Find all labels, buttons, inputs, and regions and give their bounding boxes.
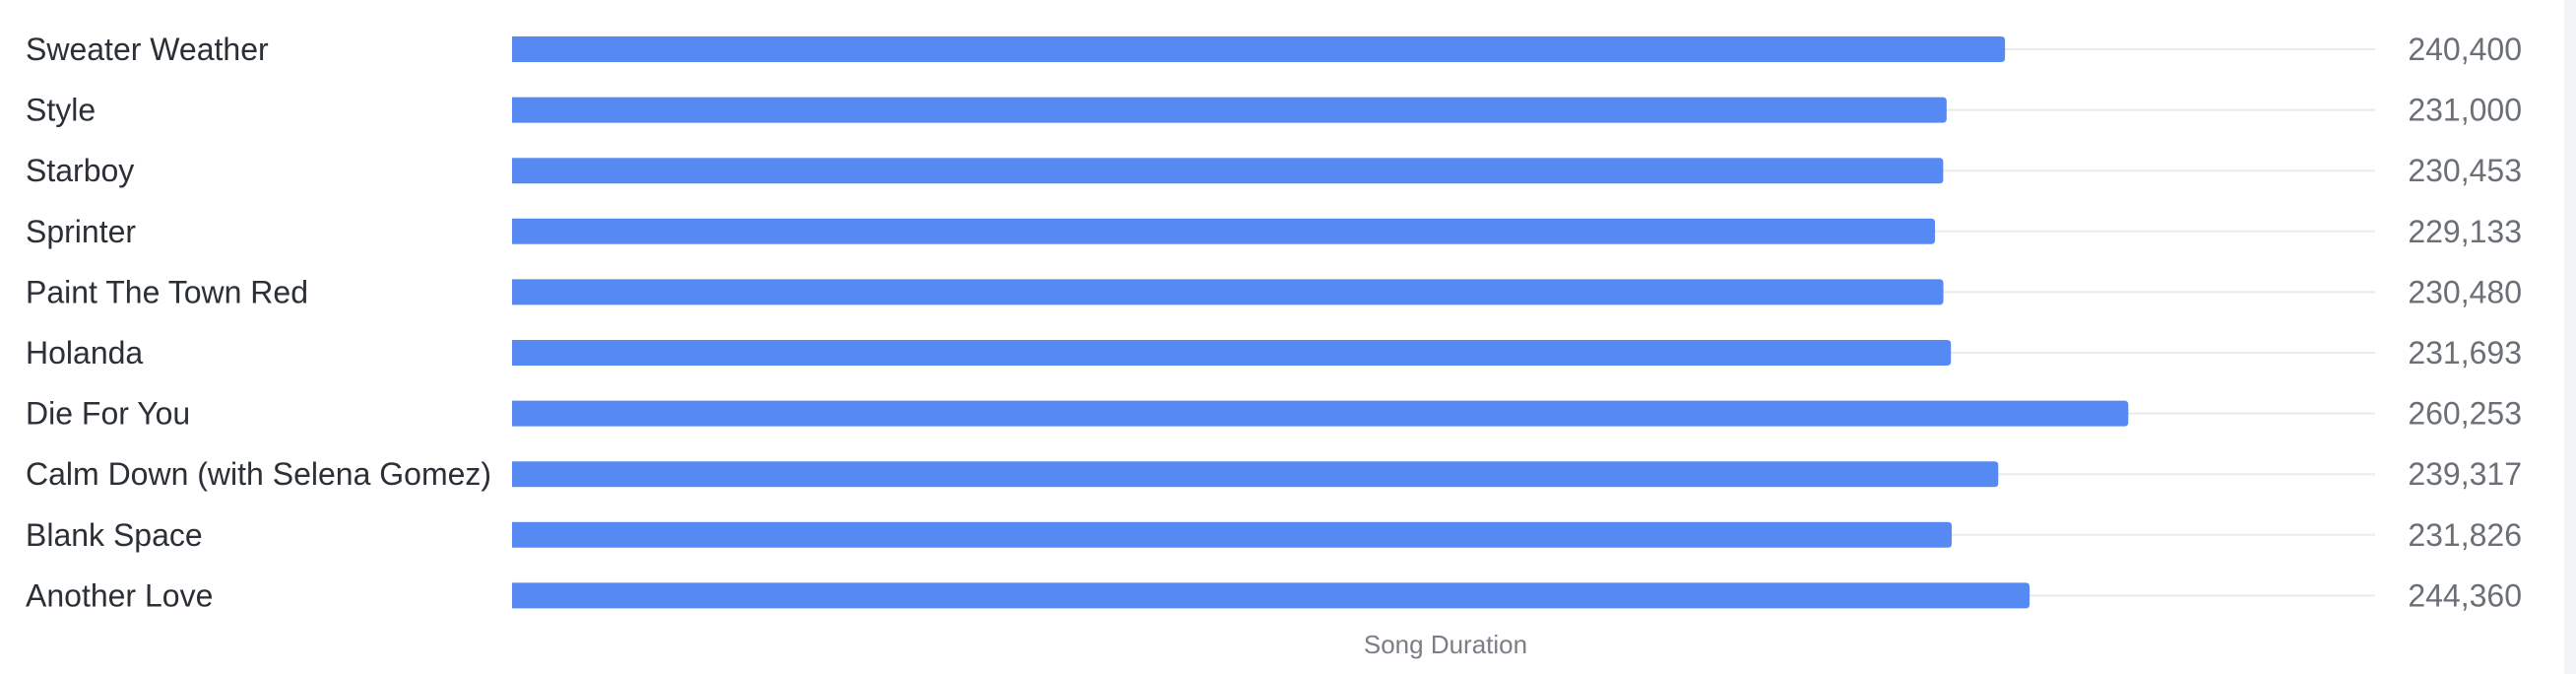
bar [512,219,1935,244]
category-label: Style [26,93,96,128]
bar [512,461,1998,487]
bar [512,401,2128,427]
x-axis-title: Song Duration [1364,630,1527,659]
bar [512,279,1944,304]
category-label: Another Love [26,577,213,613]
value-label: 230,480 [2408,274,2522,309]
category-label: Blank Space [26,517,203,553]
category-label: Sweater Weather [26,32,269,67]
bar [512,98,1947,123]
chart-right-edge [2564,0,2576,674]
category-label: Sprinter [26,214,136,249]
category-label: Calm Down (with Selena Gomez) [26,456,491,492]
category-label: Die For You [26,396,190,432]
bar [512,36,2005,62]
category-label: Starboy [26,153,134,188]
bar [512,340,1951,366]
value-label: 230,453 [2408,153,2522,188]
value-label: 260,253 [2408,396,2522,432]
value-label: 231,000 [2408,93,2522,128]
value-label: 240,400 [2408,32,2522,67]
value-label: 239,317 [2408,456,2522,492]
value-label: 229,133 [2408,214,2522,249]
category-label: Paint The Town Red [26,274,308,309]
value-label: 231,826 [2408,517,2522,553]
value-label: 231,693 [2408,335,2522,371]
bar [512,158,1943,183]
bar [512,522,1952,548]
bar-rows: Sweater Weather 240,400 Style 231,000 Starbo… [26,32,2522,613]
category-label: Holanda [26,335,143,371]
value-label: 244,360 [2408,577,2522,613]
bar [512,582,2029,608]
